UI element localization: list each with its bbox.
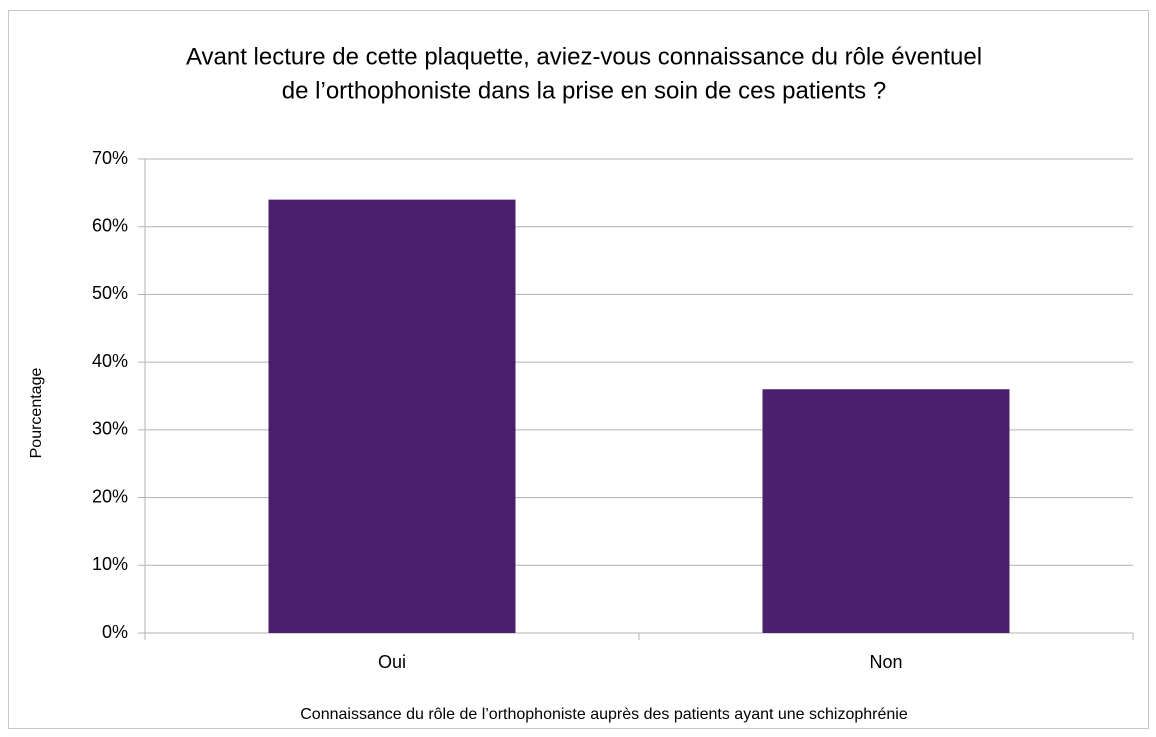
y-tick-label: 0% xyxy=(102,622,128,642)
bar xyxy=(762,389,1010,633)
y-tick-label: 70% xyxy=(92,148,128,168)
y-tick-label: 40% xyxy=(92,351,128,371)
chart-title: de l’orthophoniste dans la prise en soin… xyxy=(282,77,886,104)
y-tick-label: 10% xyxy=(92,554,128,574)
y-tick-label: 50% xyxy=(92,283,128,303)
y-tick-label: 30% xyxy=(92,419,128,439)
x-axis-label: Connaissance du rôle de l’orthophoniste … xyxy=(300,706,908,723)
x-tick-label: Oui xyxy=(378,652,406,672)
y-axis-label: Pourcentage xyxy=(28,368,45,459)
y-tick-label: 60% xyxy=(92,215,128,235)
bar xyxy=(268,199,516,633)
x-tick-label: Non xyxy=(869,652,902,672)
y-tick-label: 20% xyxy=(92,486,128,506)
chart-title: Avant lecture de cette plaquette, aviez-… xyxy=(186,43,982,70)
